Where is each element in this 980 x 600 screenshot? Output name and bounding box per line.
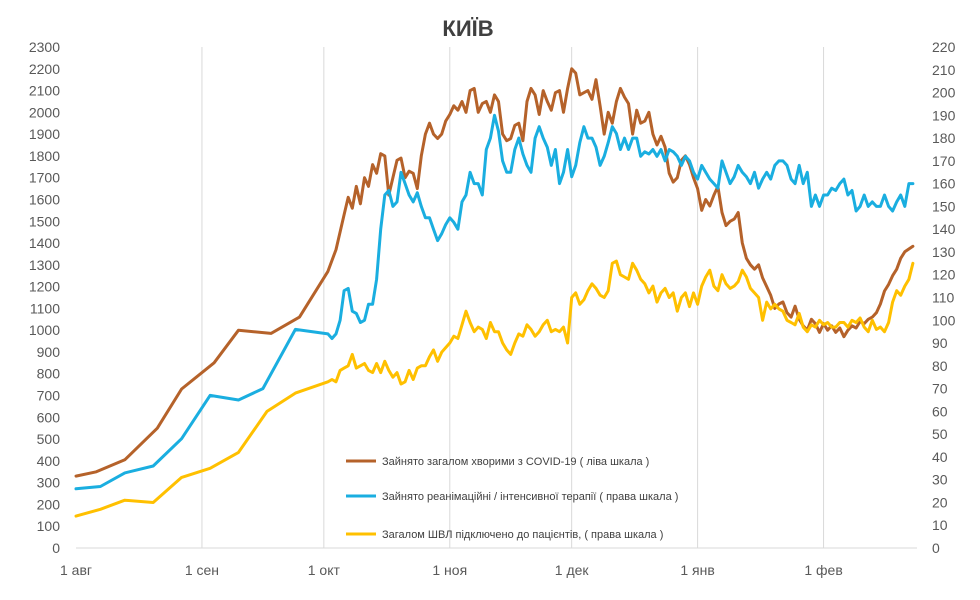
series-icu-line [74,113,915,491]
y-left-tick-label: 1300 [29,257,60,273]
y-right-tick-label: 120 [932,267,956,283]
y-left-tick-label: 800 [37,366,61,382]
y-left-tick-label: 1700 [29,170,60,186]
y-right-tick-label: 220 [932,39,956,55]
y-right-tick-label: 210 [932,62,956,78]
x-tick-label: 1 фев [804,562,842,578]
y-left-tick-label: 2200 [29,61,60,77]
y-right-tick-label: 140 [932,221,956,237]
y-left-tick-label: 1900 [29,126,60,142]
x-tick-label: 1 окт [308,562,341,578]
y-left-tick-label: 700 [37,388,61,404]
y-right-tick-label: 200 [932,85,956,101]
x-tick-label: 1 авг [60,562,92,578]
legend: Зайнято загалом хворими з COVID-19 ( лів… [346,456,678,541]
y-right-tick-label: 190 [932,107,956,123]
y-right-tick-label: 0 [932,540,940,556]
y-right-tick-label: 80 [932,358,948,374]
series-lines [74,67,915,518]
x-tick-label: 1 янв [680,562,714,578]
y-left-tick-label: 1400 [29,235,60,251]
legend-item-covid-occupied: Зайнято загалом хворими з COVID-19 ( лів… [346,456,649,468]
y-left-tick-label: 300 [37,475,61,491]
legend-label: Зайнято реанімаційні / інтенсивної терап… [382,491,678,503]
y-left-tick-label: 900 [37,344,61,360]
chart-title: КИЇВ [442,16,493,41]
y-left-tick-label: 1000 [29,322,60,338]
series-ventilator-line [74,259,915,518]
y-right-tick-label: 50 [932,426,948,442]
legend-item-icu: Зайнято реанімаційні / інтенсивної терап… [346,491,678,503]
y-right-tick-label: 130 [932,244,956,260]
y-left-tick-label: 2300 [29,39,60,55]
y-left-tick-label: 0 [52,540,60,556]
y-right-tick-label: 150 [932,198,956,214]
y-left-tick-label: 600 [37,409,61,425]
y-right-tick-label: 100 [932,312,956,328]
y-left-tick-label: 1600 [29,191,60,207]
y-left-tick-label: 100 [37,518,61,534]
y-left-tick-label: 1100 [30,300,60,316]
y-left-tick-label: 400 [37,453,61,469]
y-right-tick-label: 90 [932,335,948,351]
y-left-tick-label: 1200 [29,279,60,295]
legend-label: Загалом ШВЛ підключено до пацієнтів, ( п… [382,529,663,541]
y-right-tick-label: 40 [932,449,948,465]
legend-item-ventilator: Загалом ШВЛ підключено до пацієнтів, ( п… [346,529,663,541]
y-left-tick-label: 1800 [29,148,60,164]
y-right-tick-label: 30 [932,472,948,488]
y-right-tick-label: 10 [932,517,948,533]
y-right-tick-label: 170 [932,153,956,169]
y-left-tick-label: 2100 [29,83,60,99]
y-left-tick-label: 1500 [29,213,60,229]
y-right-tick-label: 20 [932,494,948,510]
x-tick-label: 1 дек [555,562,590,578]
x-tick-label: 1 ноя [432,562,467,578]
y-right-tick-label: 60 [932,403,948,419]
y-right-tick-label: 180 [932,130,956,146]
y-left-tick-label: 500 [37,431,61,447]
y-right-tick-label: 70 [932,381,948,397]
legend-label: Зайнято загалом хворими з COVID-19 ( лів… [382,456,649,468]
axes: 1 авг 1 сен 1 окт 1 ноя 1 дек 1 янв 1 фев01002… [29,39,956,578]
x-tick-label: 1 сен [185,562,219,578]
y-left-tick-label: 200 [37,496,61,512]
y-right-tick-label: 160 [932,176,956,192]
y-left-tick-label: 2000 [29,104,60,120]
y-right-tick-label: 110 [932,290,955,306]
